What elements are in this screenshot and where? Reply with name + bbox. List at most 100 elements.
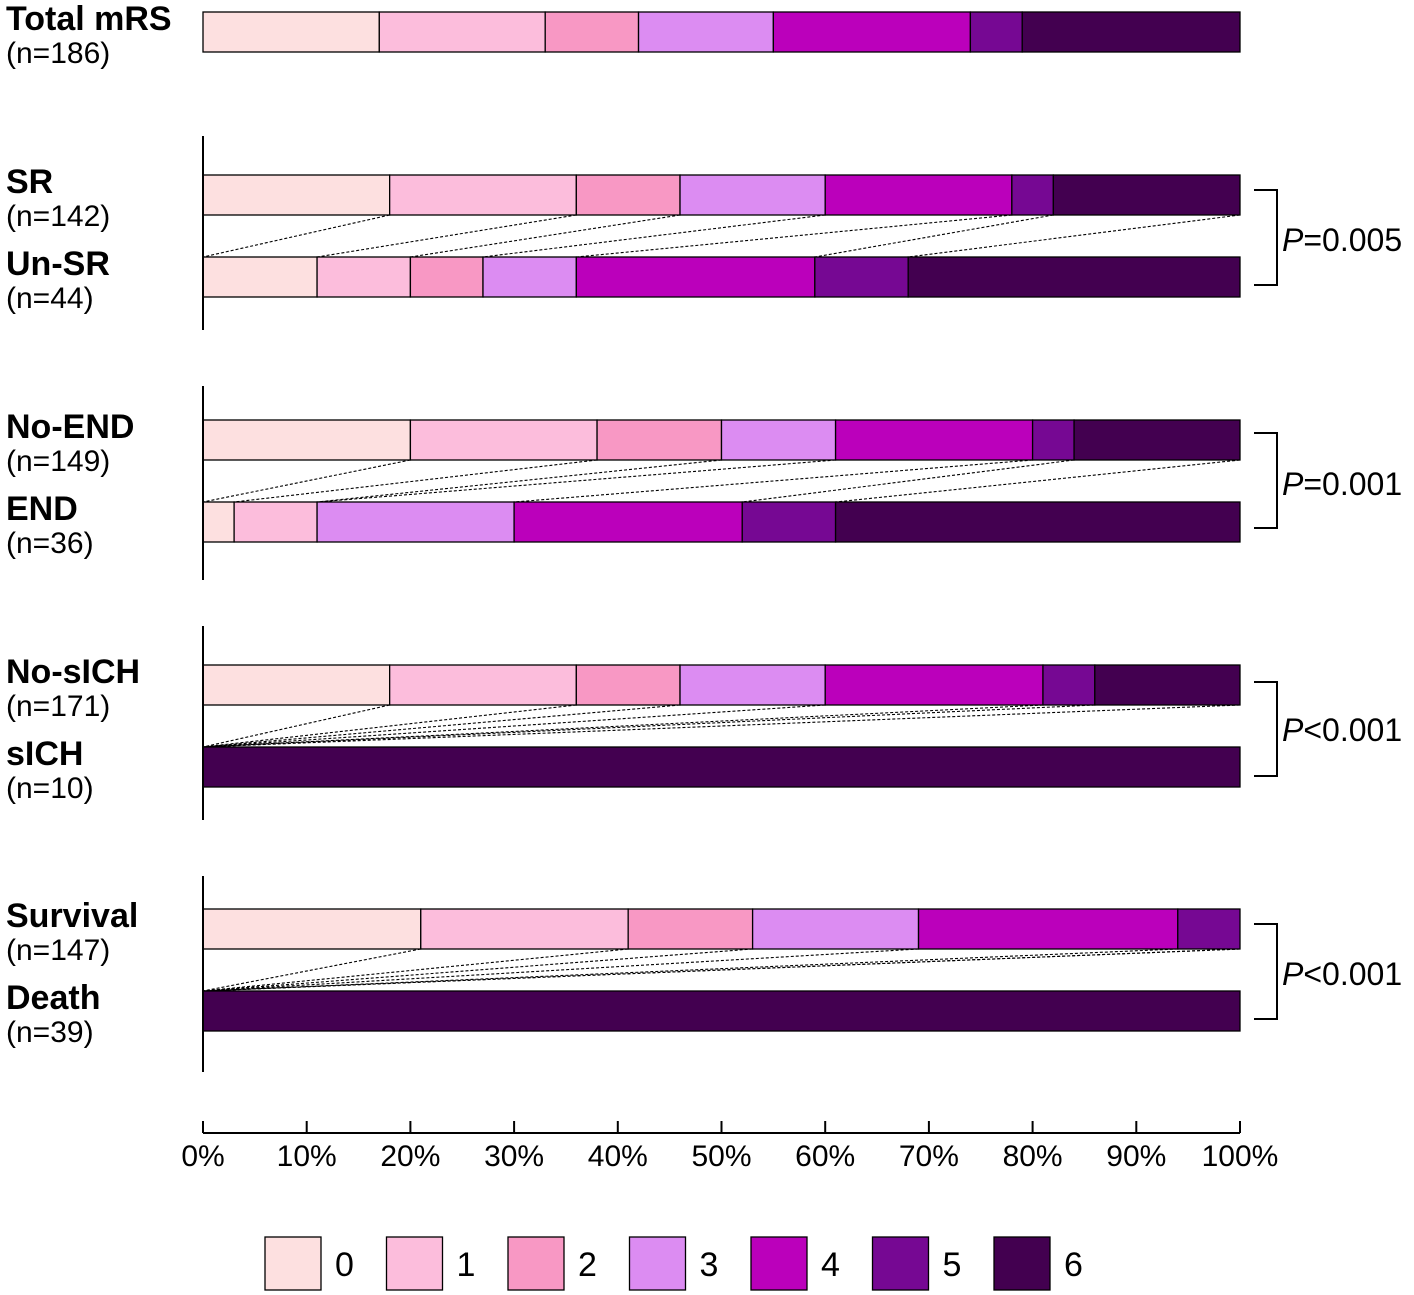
bar-segment-sr-mrs-5 [1011,174,1054,216]
legend-swatch-mrs-4 [750,1236,808,1291]
bar-survival [202,908,1241,950]
bar-segment-noend-mrs-0 [202,419,412,461]
connector-guide-sr [908,214,1241,258]
p-bracket [1254,923,1278,1020]
legend-swatch-mrs-2 [507,1236,565,1291]
legend-swatch-mrs-3 [628,1236,687,1291]
bar-segment-sr-mrs-4 [824,174,1013,216]
row-n-unsr: (n=44) [6,282,94,315]
bar-segment-sr-mrs-1 [389,174,577,216]
bar-segment-unsr-mrs-5 [814,256,909,298]
bar-segment-end-mrs-1 [233,501,318,543]
legend-label-mrs-3: 3 [700,1246,719,1284]
legend: 0 1 2 3 4 5 6 [264,1236,1083,1291]
row-label-total: Total mRS [6,0,172,38]
connector-guide-survival [202,948,1178,992]
bar-segment-total-mrs-0 [202,11,380,53]
row-label-sich: sICH [6,735,83,773]
bar-segment-noend-mrs-6 [1073,419,1241,461]
bar-segment-nosich-mrs-3 [679,664,826,706]
bar-segment-unsr-mrs-2 [409,256,484,298]
bar-sich [202,746,1241,788]
bar-segment-noend-mrs-3 [720,419,837,461]
x-tick-label: 10% [277,1140,337,1173]
connector-guide-sr [410,214,681,258]
bar-segment-total-mrs-3 [637,11,774,53]
row-label-survival: Survival [6,897,138,935]
bar-noend [202,419,1241,461]
bar-segment-end-mrs-6 [834,501,1241,543]
connector-guide-noend [202,459,411,503]
connector-guide-noend [742,459,1075,503]
x-tick-label: 30% [484,1140,544,1173]
bar-nosich [202,664,1241,706]
legend-label-mrs-5: 5 [943,1246,962,1284]
x-tick-label: 70% [899,1140,959,1173]
p-bracket [1254,189,1278,286]
legend-swatch-mrs-1 [385,1236,444,1291]
bar-segment-death-mrs-6 [202,990,1241,1032]
legend-label-mrs-0: 0 [335,1246,354,1284]
p-bracket [1254,681,1278,777]
bar-segment-unsr-mrs-4 [575,256,816,298]
p-value-symbol: P [1282,956,1304,992]
bar-segment-end-mrs-3 [316,501,515,543]
x-tick-label: 20% [380,1140,440,1173]
p-value-number: =0.001 [1303,466,1402,502]
p-value-symbol: P [1282,712,1304,748]
x-tick-label: 100% [1202,1140,1279,1173]
row-label-unsr: Un-SR [6,245,110,283]
bar-segment-total-mrs-6 [1021,11,1241,53]
legend-swatch-mrs-0 [264,1236,322,1291]
bar-segment-total-mrs-1 [378,11,546,53]
bar-end [202,501,1241,543]
x-tick-label: 0% [181,1140,224,1173]
bar-segment-sr-mrs-0 [202,174,391,216]
legend-label-mrs-4: 4 [821,1246,840,1284]
row-label-sr: SR [6,163,53,201]
x-tick-label: 50% [691,1140,751,1173]
x-tick-label: 90% [1106,1140,1166,1173]
connector-guide-nosich [202,704,1095,748]
bar-segment-unsr-mrs-6 [907,256,1241,298]
row-n-total: (n=186) [6,37,110,70]
bar-segment-nosich-mrs-5 [1042,664,1096,706]
bar-segment-nosich-mrs-1 [389,664,577,706]
connector-guide-nosich [202,704,577,748]
x-tick-label: 40% [588,1140,648,1173]
connector-guide-sr [814,214,1054,258]
row-n-sich: (n=10) [6,772,94,805]
bar-segment-total-mrs-4 [772,11,972,53]
connector-guide-noend [234,459,598,503]
bar-segment-survival-mrs-4 [917,908,1179,950]
connector-guide-sr [202,214,390,258]
connector-guide-noend [317,459,836,503]
bar-segment-sich-mrs-6 [202,746,1241,788]
p-value-number: =0.005 [1303,222,1402,258]
connector-guide-survival [202,948,629,992]
row-n-end: (n=36) [6,527,94,560]
x-tick-label: 80% [1003,1140,1063,1173]
bar-segment-survival-mrs-1 [420,908,629,950]
row-n-sr: (n=142) [6,200,110,233]
bar-segment-noend-mrs-4 [834,419,1034,461]
bar-segment-unsr-mrs-0 [202,256,318,298]
bar-segment-survival-mrs-0 [202,908,422,950]
bar-segment-total-mrs-2 [544,11,640,53]
connector-guide-noend [317,459,722,503]
bar-segment-noend-mrs-1 [409,419,598,461]
bar-segment-nosich-mrs-4 [824,664,1044,706]
bar-segment-sr-mrs-2 [575,174,681,216]
bar-death [202,990,1241,1032]
stacked-bars [202,11,1241,1032]
p-value-symbol: P [1282,222,1304,258]
legend-swatch-mrs-6 [993,1236,1051,1291]
row-n-nosich: (n=171) [6,690,110,723]
bar-segment-end-mrs-4 [513,501,743,543]
row-labels: Total mRS(n=186) SR(n=142) Un-SR(n=44) No-E… [6,0,172,1049]
bar-unsr [202,256,1241,298]
legend-label-mrs-1: 1 [457,1246,476,1284]
connector-guide-nosich [202,704,1241,748]
